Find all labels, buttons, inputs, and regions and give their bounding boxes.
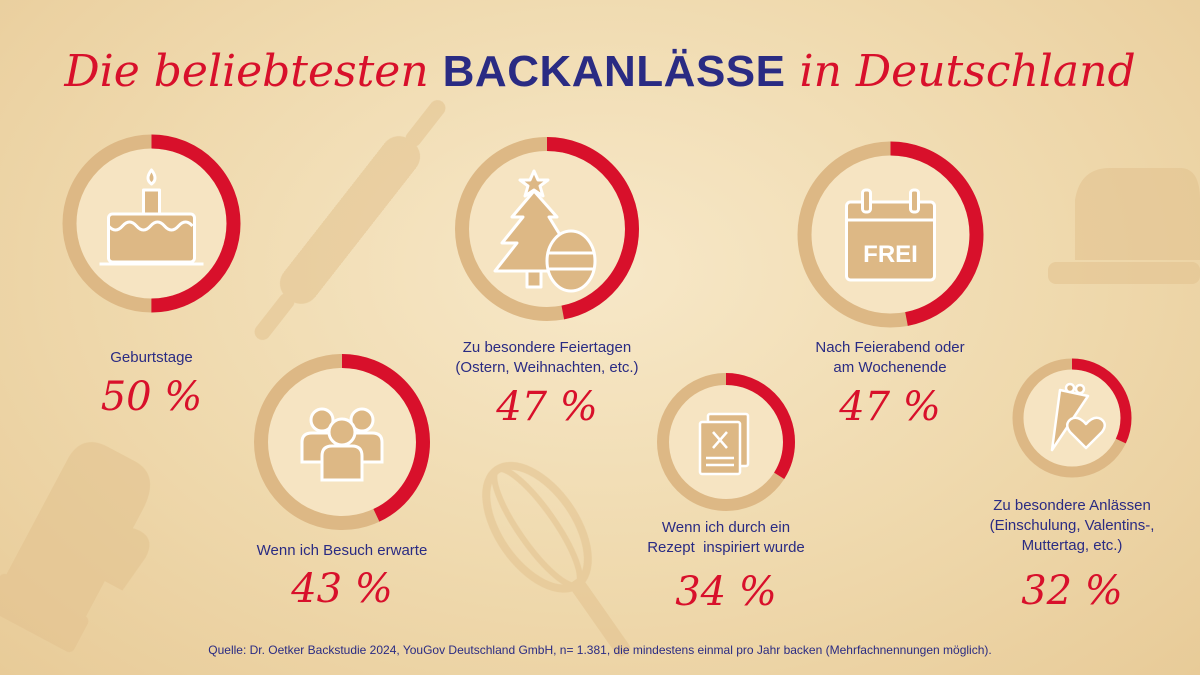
donut-arc	[455, 137, 639, 321]
rolling-pin-icon	[254, 100, 446, 340]
cake-icon	[99, 168, 204, 266]
label-besuch: Wenn ich Besuch erwarte	[256, 542, 428, 559]
donut-arc	[797, 141, 984, 328]
donut-feiertage	[455, 137, 639, 321]
donut-arc	[1012, 358, 1132, 478]
oven-mitt-icon	[0, 442, 151, 653]
christmas-tree-egg-icon	[493, 169, 597, 293]
value-anlaesse: 32 %	[1021, 568, 1123, 614]
calendar-icon: FREI	[845, 188, 936, 282]
source-note: Quelle: Dr. Oetker Backstudie 2024, YouG…	[208, 643, 992, 657]
people-icon	[300, 407, 384, 482]
donut-arc	[62, 134, 241, 313]
donut-arc	[657, 373, 795, 511]
label-anlaesse: Zu besondere Anlässen (Einschulung, Vale…	[989, 497, 1155, 554]
calendar-text: FREI	[863, 241, 918, 268]
label-feierabend: Nach Feierabend oder am Wochenende	[815, 339, 965, 376]
value-rezept: 34 %	[675, 569, 777, 615]
donut-rezept	[657, 373, 795, 511]
donut-feierabend: FREI	[797, 141, 984, 328]
value-feiertage: 47 %	[496, 384, 598, 430]
bundt-pan-icon	[1048, 168, 1200, 284]
donut-arc	[254, 354, 430, 530]
value-feierabend: 47 %	[839, 384, 941, 430]
donut-geburtstage	[62, 134, 241, 313]
piping-bag-heart-icon	[1050, 382, 1106, 452]
page-title: Die beliebtesten BACKANLÄSSE in Deutschl…	[64, 46, 1136, 97]
label-geburtstage: Geburtstage	[110, 349, 193, 366]
label-feiertage: Zu besondere Feiertagen (Ostern, Weihnac…	[455, 339, 639, 376]
label-rezept: Wenn ich durch ein Rezept inspiriert wur…	[647, 519, 805, 556]
whisk-icon	[482, 461, 631, 657]
value-besuch: 43 %	[291, 566, 393, 612]
value-geburtstage: 50 %	[100, 374, 203, 420]
donut-anlaesse	[1012, 358, 1132, 478]
donut-besuch	[254, 354, 430, 530]
recipe-icon	[698, 412, 750, 476]
